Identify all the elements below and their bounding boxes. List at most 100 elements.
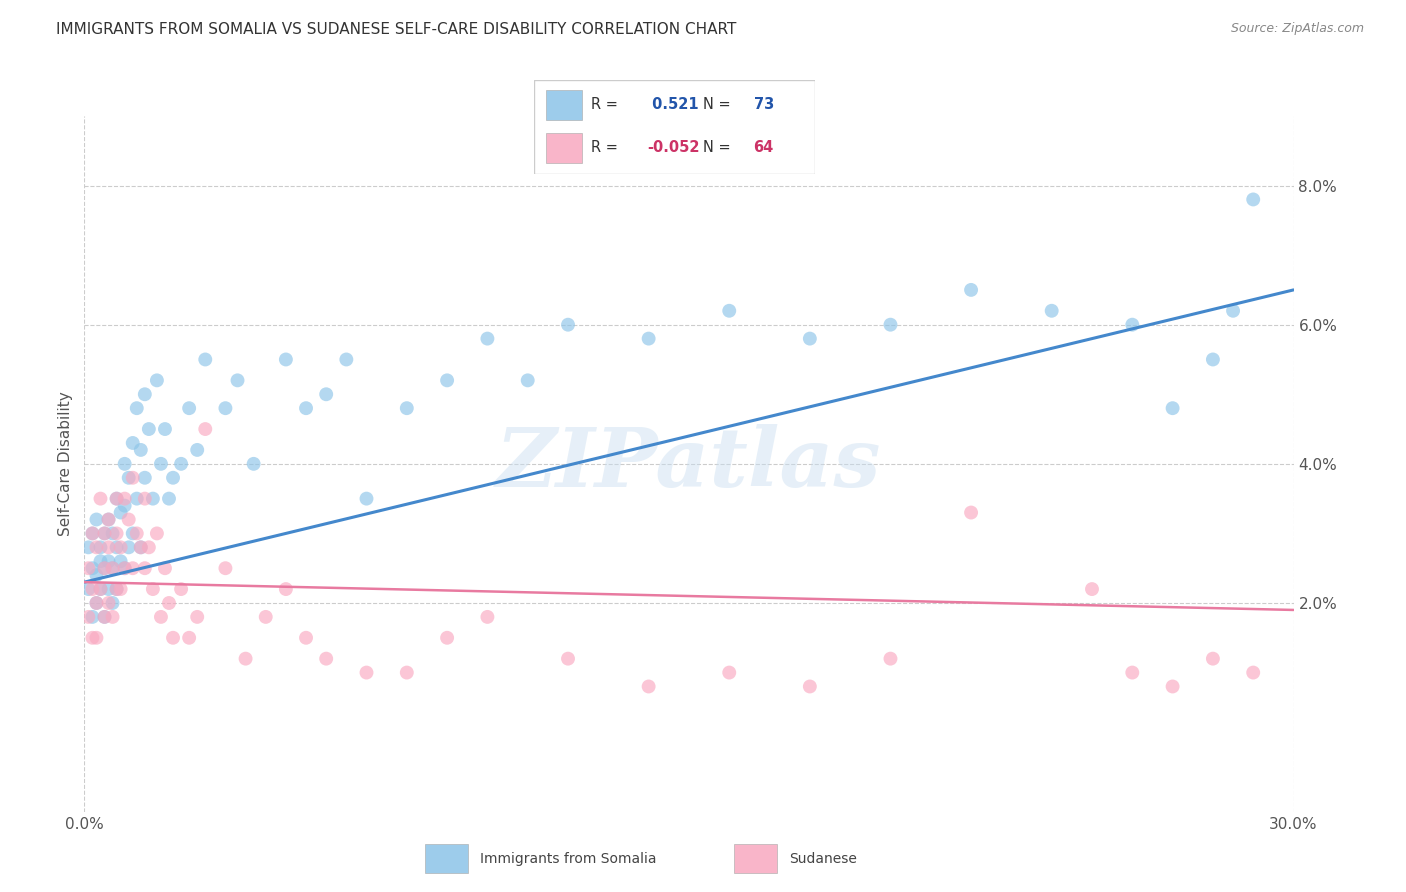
Point <box>89 582 111 596</box>
Point <box>114 561 136 575</box>
Text: -0.052: -0.052 <box>647 140 699 155</box>
Point <box>129 541 152 555</box>
Text: IMMIGRANTS FROM SOMALIA VS SUDANESE SELF-CARE DISABILITY CORRELATION CHART: IMMIGRANTS FROM SOMALIA VS SUDANESE SELF… <box>56 22 737 37</box>
Point <box>637 332 659 346</box>
Point <box>146 526 169 541</box>
Point <box>1161 401 1184 416</box>
Point <box>105 541 128 555</box>
Point <box>121 526 143 541</box>
Point <box>194 352 217 367</box>
Point <box>799 332 821 346</box>
Point <box>1040 303 1063 318</box>
Point <box>186 610 208 624</box>
Bar <box>546 133 582 162</box>
Point <box>235 651 257 665</box>
Point <box>89 491 111 506</box>
Point <box>121 436 143 450</box>
Point <box>114 561 136 575</box>
Text: 0.521: 0.521 <box>647 97 699 112</box>
Point <box>356 491 378 506</box>
FancyBboxPatch shape <box>534 80 815 174</box>
Point <box>879 651 901 665</box>
Point <box>477 332 499 346</box>
Point <box>105 491 128 506</box>
Point <box>82 631 104 645</box>
Point <box>82 582 104 596</box>
Point <box>121 561 143 575</box>
Point <box>395 401 418 416</box>
Point <box>86 568 108 582</box>
Point <box>557 318 579 332</box>
Point <box>179 631 201 645</box>
Point <box>114 491 136 506</box>
Point <box>335 352 357 367</box>
Point <box>110 541 132 555</box>
Point <box>93 526 115 541</box>
Point <box>149 457 172 471</box>
Point <box>125 526 148 541</box>
Point <box>77 561 100 575</box>
Point <box>295 631 318 645</box>
Point <box>97 512 120 526</box>
Point <box>1241 665 1264 680</box>
Point <box>97 596 120 610</box>
Point <box>101 596 124 610</box>
Point <box>395 665 418 680</box>
Point <box>134 387 156 401</box>
Point <box>1121 665 1143 680</box>
Point <box>125 491 148 506</box>
Point <box>134 491 156 506</box>
Point <box>1161 680 1184 694</box>
Point <box>142 491 165 506</box>
Point <box>134 561 156 575</box>
Point <box>86 631 108 645</box>
Point <box>110 582 132 596</box>
Point <box>274 582 297 596</box>
Bar <box>734 844 778 873</box>
Point <box>879 318 901 332</box>
Point <box>93 610 115 624</box>
Point <box>89 541 111 555</box>
Y-axis label: Self-Care Disability: Self-Care Disability <box>58 392 73 536</box>
Point <box>142 582 165 596</box>
Point <box>101 561 124 575</box>
Point <box>118 512 141 526</box>
Text: 73: 73 <box>754 97 773 112</box>
Point <box>134 471 156 485</box>
Point <box>101 610 124 624</box>
Point <box>125 401 148 416</box>
Text: N =: N = <box>703 140 735 155</box>
Point <box>93 561 115 575</box>
Text: ZIPatlas: ZIPatlas <box>496 424 882 504</box>
Point <box>146 373 169 387</box>
Point <box>170 457 193 471</box>
Point <box>86 596 108 610</box>
Point <box>436 373 458 387</box>
Point <box>1222 303 1244 318</box>
Point <box>516 373 538 387</box>
Point <box>105 526 128 541</box>
Point <box>477 610 499 624</box>
Point <box>214 401 236 416</box>
Point <box>157 596 180 610</box>
Point <box>82 610 104 624</box>
Point <box>82 526 104 541</box>
Point <box>295 401 318 416</box>
Point <box>153 561 176 575</box>
Point <box>77 582 100 596</box>
Point <box>153 422 176 436</box>
Point <box>356 665 378 680</box>
Point <box>101 526 124 541</box>
Point <box>1202 651 1225 665</box>
Point <box>110 554 132 568</box>
Point <box>86 596 108 610</box>
Point <box>315 651 337 665</box>
Point <box>93 610 115 624</box>
Point <box>82 526 104 541</box>
Point <box>129 442 152 457</box>
Text: Source: ZipAtlas.com: Source: ZipAtlas.com <box>1230 22 1364 36</box>
Point <box>105 491 128 506</box>
Point <box>77 610 100 624</box>
Point <box>186 442 208 457</box>
Point <box>194 422 217 436</box>
